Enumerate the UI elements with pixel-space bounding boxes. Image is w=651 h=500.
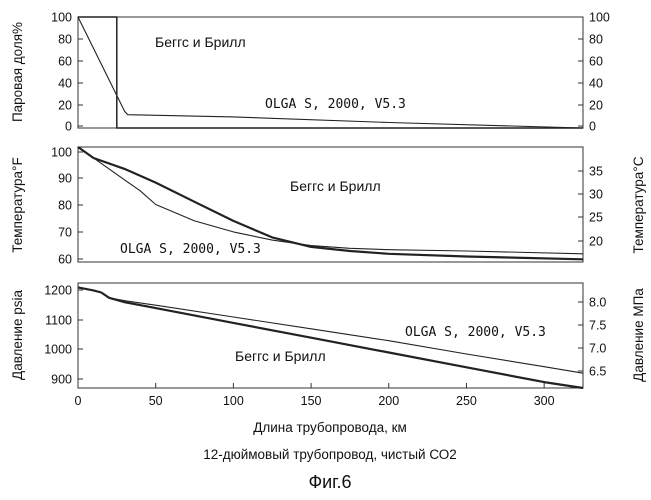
x-tick-label: 200 (378, 394, 399, 408)
x-tick-label: 300 (534, 394, 555, 408)
x-tick-label: 100 (223, 394, 244, 408)
y-tick-label-left: 100 (51, 146, 72, 160)
y-tick-label-left: 1000 (44, 343, 72, 357)
figure-label: Фиг.6 (308, 472, 351, 492)
x-tick-label: 250 (456, 394, 477, 408)
y-tick-label-right: 20 (589, 235, 603, 249)
panel2-ylabel-left: Температура°F (10, 157, 25, 252)
y-tick-label-right: 7.0 (589, 342, 606, 356)
y-tick-label-left: 60 (58, 55, 72, 69)
x-axis-title: Длина трубопровода, км (253, 420, 407, 435)
panel-pressure: 1200 1100 1000 900 8.0 7.5 7.0 6.5 0 50 100 150 20… (10, 283, 646, 435)
y-tick-label-right: 7.5 (589, 319, 606, 333)
panel3-ylabel-left: Давление psia (10, 290, 25, 380)
panel3-x-ticks: 0 50 100 150 200 250 300 (75, 383, 555, 408)
panel2-annotation-beggs: Беггс и Брилл (290, 178, 381, 194)
y-tick-label-right: 6.5 (589, 365, 606, 379)
panel2-right-ticks: 35 30 25 20 (578, 165, 603, 249)
x-tick-label: 50 (149, 394, 163, 408)
panel-vapor-fraction: 100806040200 100806040200 Паровая доля% … (10, 11, 610, 134)
y-tick-label-left: 40 (58, 77, 72, 91)
caption: 12-дюймовый трубопровод, чистый СО2 (203, 447, 457, 462)
y-tick-label-left: 70 (58, 226, 72, 240)
y-tick-label-left: 0 (65, 120, 72, 134)
y-tick-label-right: 60 (589, 55, 603, 69)
y-tick-label-right: 20 (589, 99, 603, 113)
y-tick-label-right: 30 (589, 188, 603, 202)
y-tick-label-right: 40 (589, 77, 603, 91)
panel3-right-ticks: 8.0 7.5 7.0 6.5 (578, 296, 606, 379)
y-tick-label-right: 80 (589, 33, 603, 47)
y-tick-label-left: 1100 (45, 314, 72, 328)
y-tick-label-left: 20 (58, 99, 72, 113)
panel-temperature: 100 90 80 70 60 35 30 25 20 Температура°F Темпе… (10, 146, 646, 267)
y-tick-label-left: 90 (58, 172, 72, 186)
panel3-left-ticks: 1200 1100 1000 900 (44, 284, 83, 387)
panel3-annotation-olga: OLGA S, 2000, V5.3 (405, 325, 546, 340)
panel2-ylabel-right: Температура°C (631, 156, 646, 253)
y-tick-label-left: 1200 (44, 284, 72, 298)
y-tick-label-right: 100 (589, 11, 610, 25)
y-tick-label-left: 100 (51, 11, 72, 25)
series-line-olga (78, 147, 583, 254)
panel1-ylabel-left: Паровая доля% (10, 22, 25, 122)
panel1-annotation-olga: OLGA S, 2000, V5.3 (265, 97, 406, 112)
y-tick-label-left: 60 (58, 253, 72, 267)
x-tick-label: 150 (301, 394, 322, 408)
panel1-annotation-beggs: Беггс и Брилл (155, 34, 246, 50)
y-tick-label-right: 35 (589, 165, 603, 179)
x-tick-label: 0 (75, 394, 82, 408)
y-tick-label-left: 900 (51, 373, 72, 387)
y-tick-label-left: 80 (58, 33, 72, 47)
panel3-annotation-beggs: Беггс и Брилл (235, 348, 326, 364)
y-tick-label-right: 8.0 (589, 296, 606, 310)
panel3-ylabel-right: Давление МПа (631, 288, 646, 382)
y-tick-label-left: 80 (58, 199, 72, 213)
y-tick-label-right: 25 (589, 211, 603, 225)
y-tick-label-right: 0 (589, 120, 596, 134)
panel2-annotation-olga: OLGA S, 2000, V5.3 (120, 242, 261, 257)
